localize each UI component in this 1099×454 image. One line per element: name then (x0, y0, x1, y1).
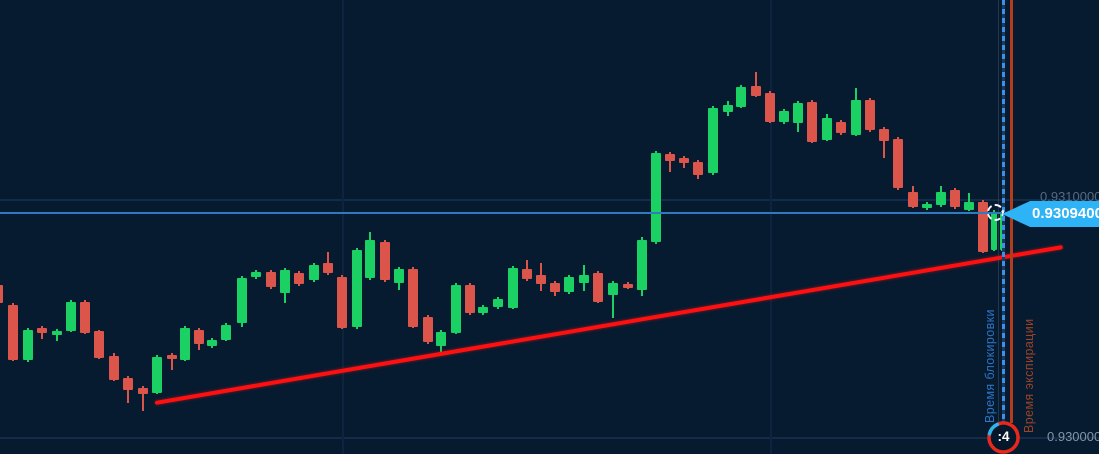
candle-body-down (465, 285, 475, 313)
candle-body-down (337, 277, 347, 328)
candle-body-up (708, 108, 718, 173)
candle-body-up (207, 340, 217, 346)
candle-body-down (623, 284, 633, 288)
candle-body-down (167, 355, 177, 359)
candle-body-down (893, 139, 903, 188)
candle-body-up (779, 111, 789, 122)
candle-body-up (723, 105, 733, 112)
candle-body-up (221, 325, 231, 340)
candle-body-up (365, 240, 375, 278)
candle-wick (142, 386, 144, 411)
candle-body-up (493, 299, 503, 307)
candle-body-up (851, 100, 861, 135)
candle-body-up (23, 330, 33, 360)
candle-body-up (964, 202, 974, 210)
candle-body-down (323, 263, 333, 273)
candle-body-down (94, 331, 104, 358)
candle-body-up (152, 357, 162, 393)
candle-body-down (751, 86, 761, 96)
vertical-gridline (342, 0, 344, 454)
candle-wick (612, 281, 614, 318)
candle-body-up (579, 275, 589, 283)
candle-body-down (522, 269, 532, 279)
candle-body-down (37, 328, 47, 333)
candle-body-up (478, 307, 488, 313)
candle-body-down (665, 154, 675, 161)
candle-wick (56, 329, 58, 341)
candle-body-up (922, 204, 932, 208)
candle-body-up (608, 283, 618, 295)
candle-body-down (8, 305, 18, 360)
horizontal-gridline (0, 437, 1099, 439)
candle-body-down (138, 388, 148, 394)
candle-body-up (52, 331, 62, 335)
candle-wick (755, 72, 757, 97)
candle-body-down (80, 302, 90, 333)
candle-body-down (550, 283, 560, 292)
horizontal-gridline (0, 199, 1099, 201)
candle-body-down (536, 275, 546, 284)
expiry-time-label: Время экспирации (1022, 318, 1036, 434)
candle-body-down (693, 162, 703, 175)
candle-body-down (266, 272, 276, 287)
candle-body-down (978, 202, 988, 252)
candle-body-down (423, 317, 433, 342)
current-candle-marker (987, 204, 1004, 221)
candle-body-down (765, 93, 775, 122)
candle-wick (669, 152, 671, 172)
candle-wick (171, 353, 173, 370)
price-axis-label-top: 0.9310000 (1040, 189, 1099, 204)
candle-body-down (865, 100, 875, 130)
candle-body-up (436, 332, 446, 346)
candle-body-up (508, 268, 518, 308)
candle-body-up (394, 269, 404, 283)
candle-body-up (564, 277, 574, 292)
countdown-timer: :4 (985, 419, 1022, 454)
candle-body-up (251, 272, 261, 277)
candle-body-down (408, 269, 418, 327)
candle-body-down (194, 330, 204, 344)
candle-body-down (0, 285, 3, 303)
candle-body-up (637, 240, 647, 290)
candle-body-up (991, 212, 997, 250)
candle-body-up (237, 278, 247, 323)
candle-body-up (309, 265, 319, 280)
candle-body-up (451, 285, 461, 333)
candle-body-up (280, 270, 290, 293)
candle-body-up (651, 153, 661, 242)
current-price-value: 0.9309400 (1032, 205, 1099, 222)
candle-body-up (936, 192, 946, 205)
candle-body-down (908, 192, 918, 207)
candle-body-down (593, 273, 603, 302)
vertical-gridline (770, 0, 772, 454)
candle-body-up (793, 103, 803, 123)
candle-body-up (66, 302, 76, 331)
plot-right-edge-line (998, 0, 999, 441)
candle-body-up (736, 87, 746, 107)
countdown-ring-icon (987, 421, 1020, 454)
candle-body-down (836, 122, 846, 133)
candle-body-up (822, 118, 832, 140)
candle-body-down (380, 242, 390, 280)
candle-body-up (352, 250, 362, 327)
candle-body-down (950, 190, 960, 207)
candle-body-down (679, 158, 689, 163)
lock-time-label: Время блокировки (983, 309, 997, 423)
candle-body-down (109, 356, 119, 380)
candle-body-down (879, 129, 889, 141)
candle-body-up (180, 328, 190, 360)
candle-wick (883, 127, 885, 158)
current-price-line (0, 212, 1099, 214)
countdown-value: :4 (997, 429, 1010, 444)
candle-body-down (123, 378, 133, 390)
candle-body-down (294, 273, 304, 284)
candle-body-down (807, 102, 817, 142)
